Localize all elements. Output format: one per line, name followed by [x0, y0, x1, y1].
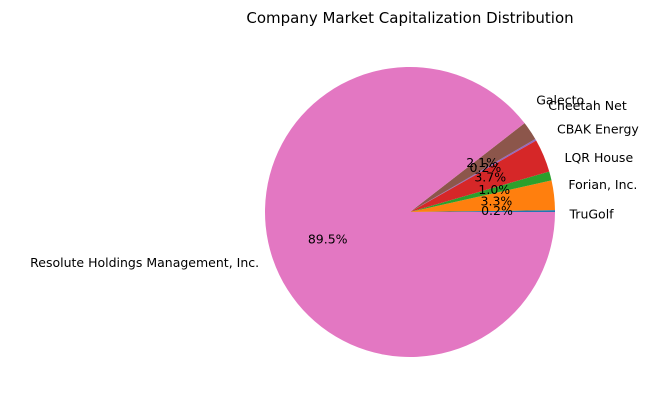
- percent-label: 1.0%: [478, 182, 510, 197]
- percent-label: 89.5%: [308, 232, 348, 247]
- slice-label: Resolute Holdings Management, Inc.: [30, 255, 259, 270]
- percent-labels: 0.2%3.3%1.0%3.7%0.2%2.1%89.5%: [308, 155, 513, 247]
- chart-title: Company Market Capitalization Distributi…: [246, 9, 573, 27]
- pie-slice-cbak-energy: [410, 140, 550, 212]
- slice-label: Galecto: [536, 92, 584, 107]
- slice-label: Forian, Inc.: [568, 177, 637, 192]
- percent-label: 0.2%: [481, 203, 513, 218]
- slice-label: Cheetah Net: [548, 98, 627, 113]
- pie-slice-cheetah-net: [410, 138, 537, 212]
- pie-slice-galecto: [410, 123, 536, 212]
- percent-label: 2.1%: [466, 155, 498, 170]
- percent-label: 3.7%: [474, 170, 506, 185]
- slice-label: LQR House: [565, 150, 634, 165]
- percent-label: 3.3%: [481, 193, 513, 208]
- percent-label: 0.2%: [470, 160, 502, 175]
- slice-label: CBAK Energy: [557, 122, 639, 137]
- pie-slice-lqr-house: [410, 171, 552, 212]
- pie-slice-forian-inc: [410, 180, 555, 212]
- slice-label: TruGolf: [569, 207, 615, 222]
- slice-labels: TruGolf Forian, Inc. LQR House CBAK Energy C…: [30, 92, 639, 270]
- pie-slice-trugolf: [410, 210, 556, 212]
- pie-slice-resolute-holdings-management-inc: [265, 67, 555, 358]
- pie-slices: [265, 67, 556, 358]
